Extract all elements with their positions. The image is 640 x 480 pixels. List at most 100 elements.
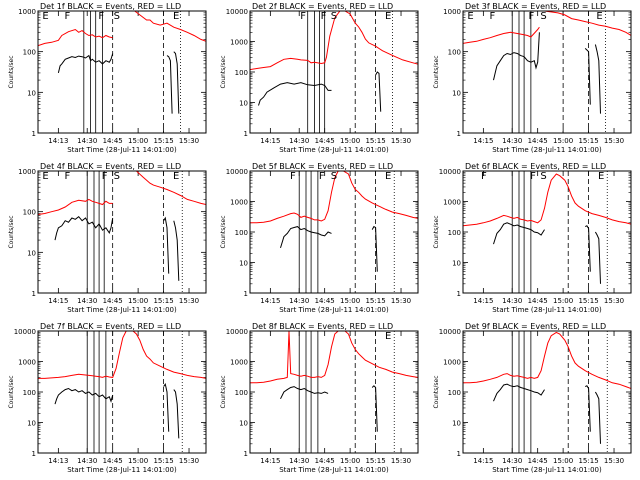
x-tick-label: 14:15 bbox=[48, 297, 68, 305]
x-tick-label: 14:15 bbox=[260, 457, 280, 465]
lld-series-line bbox=[38, 28, 113, 47]
events-series-line bbox=[163, 382, 170, 432]
chart-title: Det 5f BLACK = Events, RED = LLD bbox=[252, 162, 393, 171]
y-tick-label: 10 bbox=[452, 420, 461, 428]
flag-marker-label: E bbox=[385, 171, 391, 182]
x-tick-label: 15:15 bbox=[578, 137, 598, 145]
chart-title: Det 7f BLACK = Events, RED = LLD bbox=[40, 322, 181, 331]
x-tick-label: 14:13 bbox=[48, 137, 68, 145]
flag-marker-label: S bbox=[540, 171, 546, 182]
y-axis-label: Counts/sec bbox=[220, 215, 227, 248]
x-tick-label: 14:45 bbox=[103, 137, 123, 145]
chart-panel: 1 10 100 1000 10000 14:13 14:30 14:45 15:00 15:15… bbox=[8, 322, 207, 474]
y-tick-label: 1 bbox=[457, 450, 461, 458]
y-tick-label: 1000 bbox=[443, 359, 461, 367]
chart-title: Det 9f BLACK = Events, RED = LLD bbox=[465, 322, 606, 331]
events-series-line bbox=[173, 389, 180, 439]
x-tick-label: 14:13 bbox=[48, 457, 68, 465]
x-tick-label: 14:15 bbox=[260, 297, 280, 305]
series-group bbox=[38, 331, 206, 439]
y-tick-label: 1 bbox=[32, 290, 36, 298]
x-tick-label: 15:30 bbox=[179, 457, 199, 465]
x-tick-label: 14:30 bbox=[289, 457, 309, 465]
y-tick-label: 1 bbox=[244, 290, 248, 298]
flag-marker-label: F bbox=[528, 11, 534, 22]
y-tick-label: 1000 bbox=[230, 39, 248, 47]
flag-marker-label: E bbox=[42, 11, 48, 22]
y-tick-label: 1000 bbox=[230, 199, 248, 207]
y-axis-label: Counts/sec bbox=[8, 215, 15, 248]
x-axis-label: Start Time (28-Jul-11 14:01:00) bbox=[279, 306, 389, 314]
y-axis-label: Counts/sec bbox=[433, 375, 440, 408]
chart-title: Det 4f BLACK = Events, RED = LLD bbox=[40, 162, 181, 171]
x-axis-label: Start Time (28-Jul-11 14:01:00) bbox=[492, 306, 602, 314]
series-group bbox=[38, 11, 206, 114]
y-tick-label: 10 bbox=[452, 89, 461, 97]
y-axis-label: Counts/sec bbox=[433, 215, 440, 248]
events-series-line bbox=[493, 383, 545, 402]
y-tick-label: 1 bbox=[32, 450, 36, 458]
x-tick-label: 15:15 bbox=[578, 457, 598, 465]
chart-panel: 1 10 100 1000 14:13 14:30 14:45 15:00 15:15 15:30… bbox=[8, 2, 207, 154]
x-tick-label: 15:30 bbox=[391, 457, 411, 465]
y-tick-label: 10 bbox=[27, 89, 36, 97]
plot-frame bbox=[462, 170, 632, 294]
flag-marker-label: E bbox=[385, 11, 391, 22]
y-tick-label: 10000 bbox=[226, 8, 248, 16]
plot-frame bbox=[462, 10, 632, 134]
flag-marker-label: E bbox=[598, 171, 604, 182]
flag-marker-label: E bbox=[173, 171, 179, 182]
chart-title: Det 1f BLACK = Events, RED = LLD bbox=[40, 2, 181, 11]
series-group bbox=[250, 11, 418, 112]
chart-panel: 1 10 100 1000 10000 14:15 14:30 14:45 15:00 15:15… bbox=[433, 322, 632, 474]
flag-marker-label: F bbox=[64, 171, 70, 182]
x-tick-label: 15:30 bbox=[604, 297, 624, 305]
chart-panel: 1 10 100 1000 10000 14:15 14:30 14:45 15:00 15:15… bbox=[220, 322, 419, 474]
flag-marker-label: S bbox=[331, 171, 337, 182]
series-group bbox=[250, 331, 418, 432]
lld-series-line bbox=[250, 171, 418, 224]
y-tick-label: 10 bbox=[27, 249, 36, 257]
events-series-line bbox=[280, 386, 329, 400]
flag-marker-label: F bbox=[300, 11, 306, 22]
events-series-line bbox=[493, 222, 545, 245]
y-tick-label: 100 bbox=[235, 229, 248, 237]
x-tick-label: 15:00 bbox=[128, 297, 148, 305]
y-tick-label: 10000 bbox=[14, 328, 36, 336]
flag-marker-label: E bbox=[467, 11, 473, 22]
lld-series-line bbox=[463, 26, 540, 44]
chart-title: Det 6f BLACK = Events, RED = LLD bbox=[465, 162, 606, 171]
x-tick-label: 15:30 bbox=[179, 137, 199, 145]
x-tick-label: 15:00 bbox=[553, 137, 573, 145]
y-axis-label: Counts/sec bbox=[220, 55, 227, 88]
chart-panel: 1 10 100 1000 10000 14:15 14:30 14:45 15:00 15:15… bbox=[220, 162, 419, 314]
x-tick-label: 15:00 bbox=[340, 457, 360, 465]
flag-marker-label: F bbox=[64, 11, 70, 22]
lld-series-line bbox=[250, 11, 418, 71]
x-axis-label: Start Time (28-Jul-11 14:01:00) bbox=[492, 466, 602, 474]
x-tick-label: 15:30 bbox=[604, 457, 624, 465]
x-tick-label: 15:30 bbox=[604, 137, 624, 145]
x-tick-label: 14:45 bbox=[528, 297, 548, 305]
x-tick-label: 15:00 bbox=[128, 457, 148, 465]
plot-frame bbox=[37, 10, 207, 134]
y-tick-label: 10000 bbox=[439, 168, 461, 176]
plot-frame bbox=[37, 170, 207, 294]
x-tick-label: 14:45 bbox=[315, 137, 335, 145]
chart-title: Det 2f BLACK = Events, RED = LLD bbox=[252, 2, 393, 11]
y-tick-label: 100 bbox=[23, 49, 36, 57]
lld-series-line bbox=[136, 171, 206, 205]
flag-marker-label: F bbox=[290, 171, 296, 182]
x-tick-label: 15:00 bbox=[128, 137, 148, 145]
x-tick-label: 15:00 bbox=[553, 297, 573, 305]
x-tick-label: 14:30 bbox=[289, 137, 309, 145]
events-series-line bbox=[54, 216, 114, 241]
lld-series-line bbox=[134, 11, 206, 42]
flag-marker-label: F bbox=[530, 171, 536, 182]
flag-marker-label: E bbox=[173, 11, 179, 22]
y-tick-label: 100 bbox=[235, 69, 248, 77]
y-tick-label: 100 bbox=[235, 389, 248, 397]
x-tick-label: 15:00 bbox=[553, 457, 573, 465]
flag-marker-label: S bbox=[331, 11, 337, 22]
y-tick-label: 1 bbox=[244, 450, 248, 458]
